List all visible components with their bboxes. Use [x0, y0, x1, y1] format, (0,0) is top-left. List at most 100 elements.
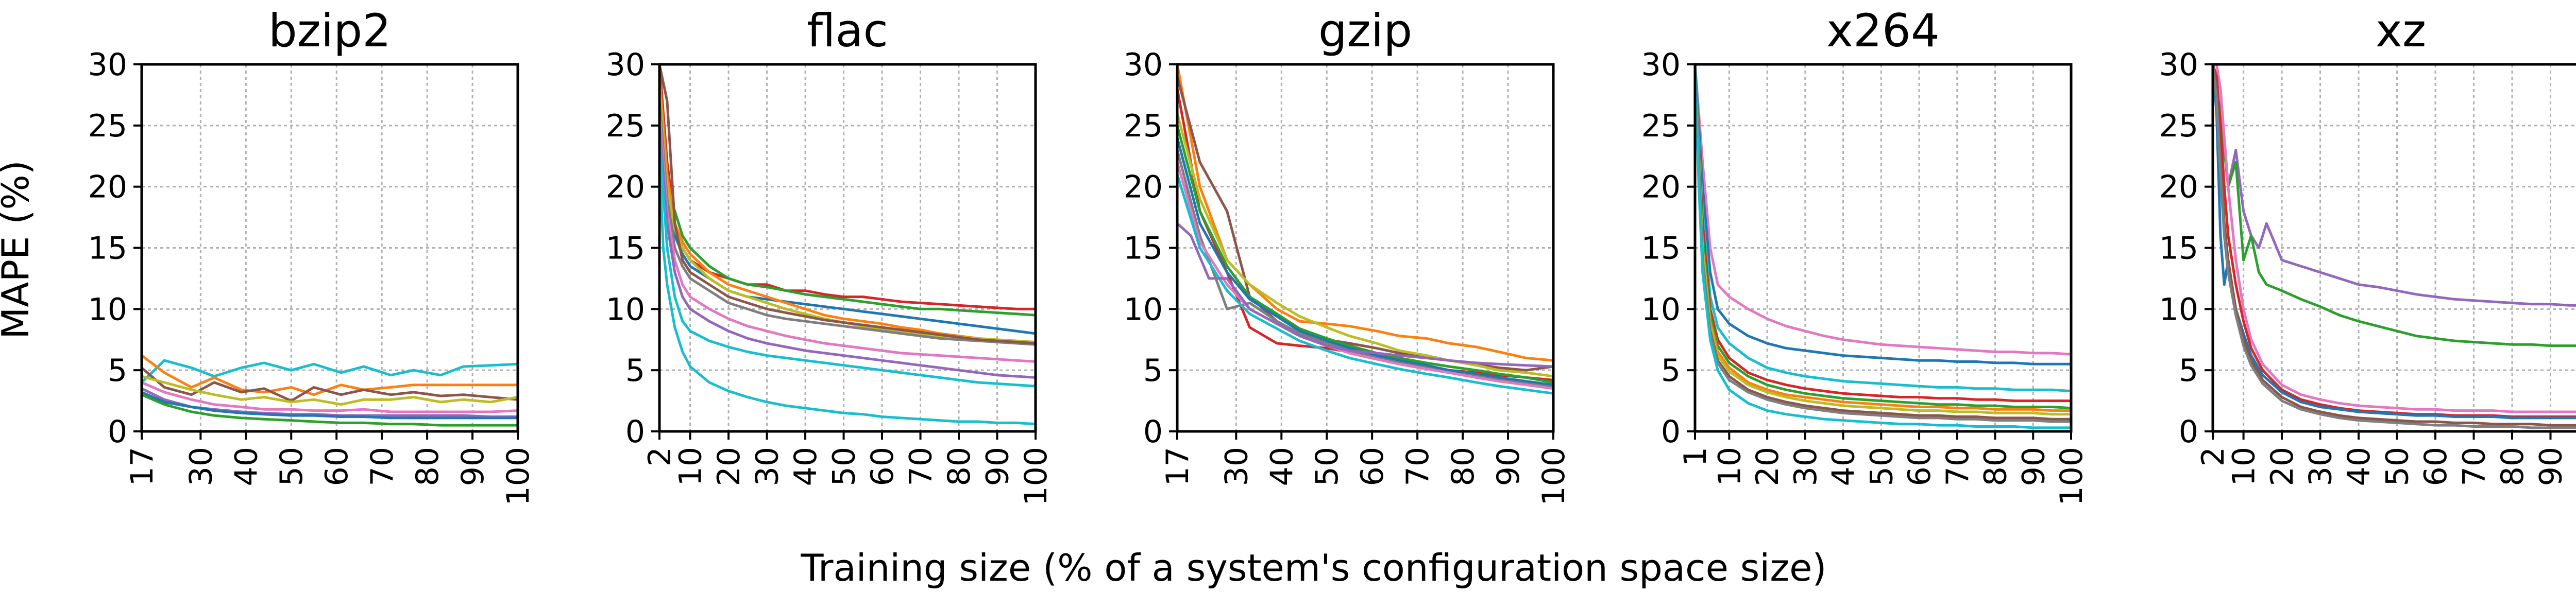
series-line-5	[2213, 64, 2576, 420]
x-tick-label: 100	[500, 447, 536, 506]
x-tick-label: 40	[788, 447, 824, 486]
y-tick-label: 30	[2159, 47, 2198, 83]
y-tick-label: 5	[625, 353, 645, 389]
y-tick-label: 15	[606, 231, 645, 267]
y-tick-label: 0	[108, 414, 127, 450]
x-tick-label: 10	[2226, 447, 2262, 486]
series-line-5	[1695, 64, 2071, 410]
y-tick-label: 0	[625, 414, 645, 450]
x-tick-label: 60	[1902, 447, 1938, 486]
series-line-2	[659, 75, 1036, 317]
x-tick-label: 70	[1940, 447, 1976, 486]
y-tick-label: 10	[88, 291, 127, 327]
x-tick-label: 50	[826, 447, 862, 486]
series-line-6	[1695, 64, 2071, 412]
y-tick-label: 25	[88, 108, 127, 144]
x-tick-label: 50	[1863, 447, 1900, 486]
series-line-4	[1177, 112, 1553, 378]
x-tick-label: 50	[1309, 447, 1345, 486]
y-tick-label: 20	[606, 169, 645, 205]
x-tick-label: 2	[642, 447, 678, 466]
y-tick-label: 25	[1124, 108, 1163, 144]
x-tick-label: 60	[319, 447, 355, 486]
x-tick-label: 60	[865, 447, 901, 486]
y-tick-label: 0	[1143, 414, 1163, 450]
x-tick-label: 30	[1788, 447, 1824, 486]
x-tick-label: 2	[2195, 447, 2231, 466]
series-group	[142, 354, 518, 427]
series-line-2	[1695, 64, 2071, 365]
series-line-9	[1695, 64, 2071, 423]
x-tick-label: 80	[1978, 447, 2014, 486]
y-tick-label: 25	[1641, 108, 1681, 144]
y-tick-label: 25	[606, 108, 645, 144]
x-tick-label: 70	[1400, 447, 1436, 486]
x-tick-label: 60	[1354, 447, 1391, 486]
y-axis-label: MAPE (%)	[0, 160, 37, 339]
series-line-10	[1177, 222, 1553, 368]
x-tick-label: 100	[1536, 447, 1572, 506]
y-tick-label: 20	[1641, 169, 1681, 205]
series-line-3	[1695, 64, 2071, 393]
series-line-6	[2213, 64, 2576, 427]
x-tick-label: 80	[941, 447, 977, 486]
y-tick-label: 10	[1641, 291, 1681, 327]
x-axis-label: Training size (% of a system's configura…	[801, 546, 1827, 589]
panel-title: bzip2	[268, 4, 391, 57]
series-line-4	[2213, 64, 2576, 418]
y-tick-label: 20	[1124, 169, 1163, 205]
x-tick-label: 90	[455, 447, 491, 486]
x-tick-label: 80	[1445, 447, 1481, 486]
series-line-10	[659, 136, 1036, 388]
x-tick-label: 40	[1826, 447, 1862, 486]
series-group	[659, 64, 1036, 426]
series-line-3	[2213, 64, 2576, 413]
y-tick-label: 25	[2159, 108, 2198, 144]
x-tick-label: 30	[2303, 447, 2339, 486]
y-tick-label: 0	[2179, 414, 2198, 450]
y-tick-label: 15	[2159, 231, 2198, 267]
x-tick-label: 30	[750, 447, 786, 486]
series-line-7	[1695, 64, 2071, 416]
y-tick-label: 30	[606, 47, 645, 83]
y-tick-label: 15	[88, 231, 127, 267]
y-tick-label: 20	[88, 169, 127, 205]
y-tick-label: 10	[606, 291, 645, 327]
x-tick-label: 70	[903, 447, 939, 486]
series-line-8	[1177, 161, 1553, 390]
x-tick-label: 10	[1711, 447, 1748, 486]
y-tick-label: 5	[1661, 353, 1681, 389]
x-tick-label: 100	[2054, 447, 2090, 506]
x-tick-label: 70	[2456, 447, 2493, 486]
panel-title: x264	[1826, 4, 1940, 57]
y-tick-label: 30	[1641, 47, 1681, 83]
series-line-7	[2213, 64, 2576, 429]
x-tick-label: 17	[124, 447, 160, 486]
x-tick-label: 20	[2264, 447, 2300, 486]
x-tick-label: 20	[711, 447, 747, 486]
series-line-7	[142, 391, 518, 420]
x-tick-label: 100	[1018, 447, 1054, 506]
x-tick-label: 90	[2015, 447, 2052, 486]
series-line-2	[142, 354, 518, 396]
series-line-7	[659, 64, 1036, 345]
y-tick-label: 10	[2159, 291, 2198, 327]
y-tick-label: 5	[2179, 353, 2198, 389]
x-tick-label: 90	[2533, 447, 2569, 486]
series-line-1	[142, 359, 518, 384]
x-tick-label: 40	[2341, 447, 2377, 486]
x-tick-label: 70	[364, 447, 400, 486]
y-tick-label: 20	[2159, 169, 2198, 205]
series-line-2	[1177, 75, 1553, 372]
series-line-3	[142, 366, 518, 403]
y-tick-label: 10	[1124, 291, 1163, 327]
series-line-1	[1177, 64, 1553, 362]
x-tick-label: 20	[1750, 447, 1786, 486]
y-tick-label: 30	[88, 47, 127, 83]
